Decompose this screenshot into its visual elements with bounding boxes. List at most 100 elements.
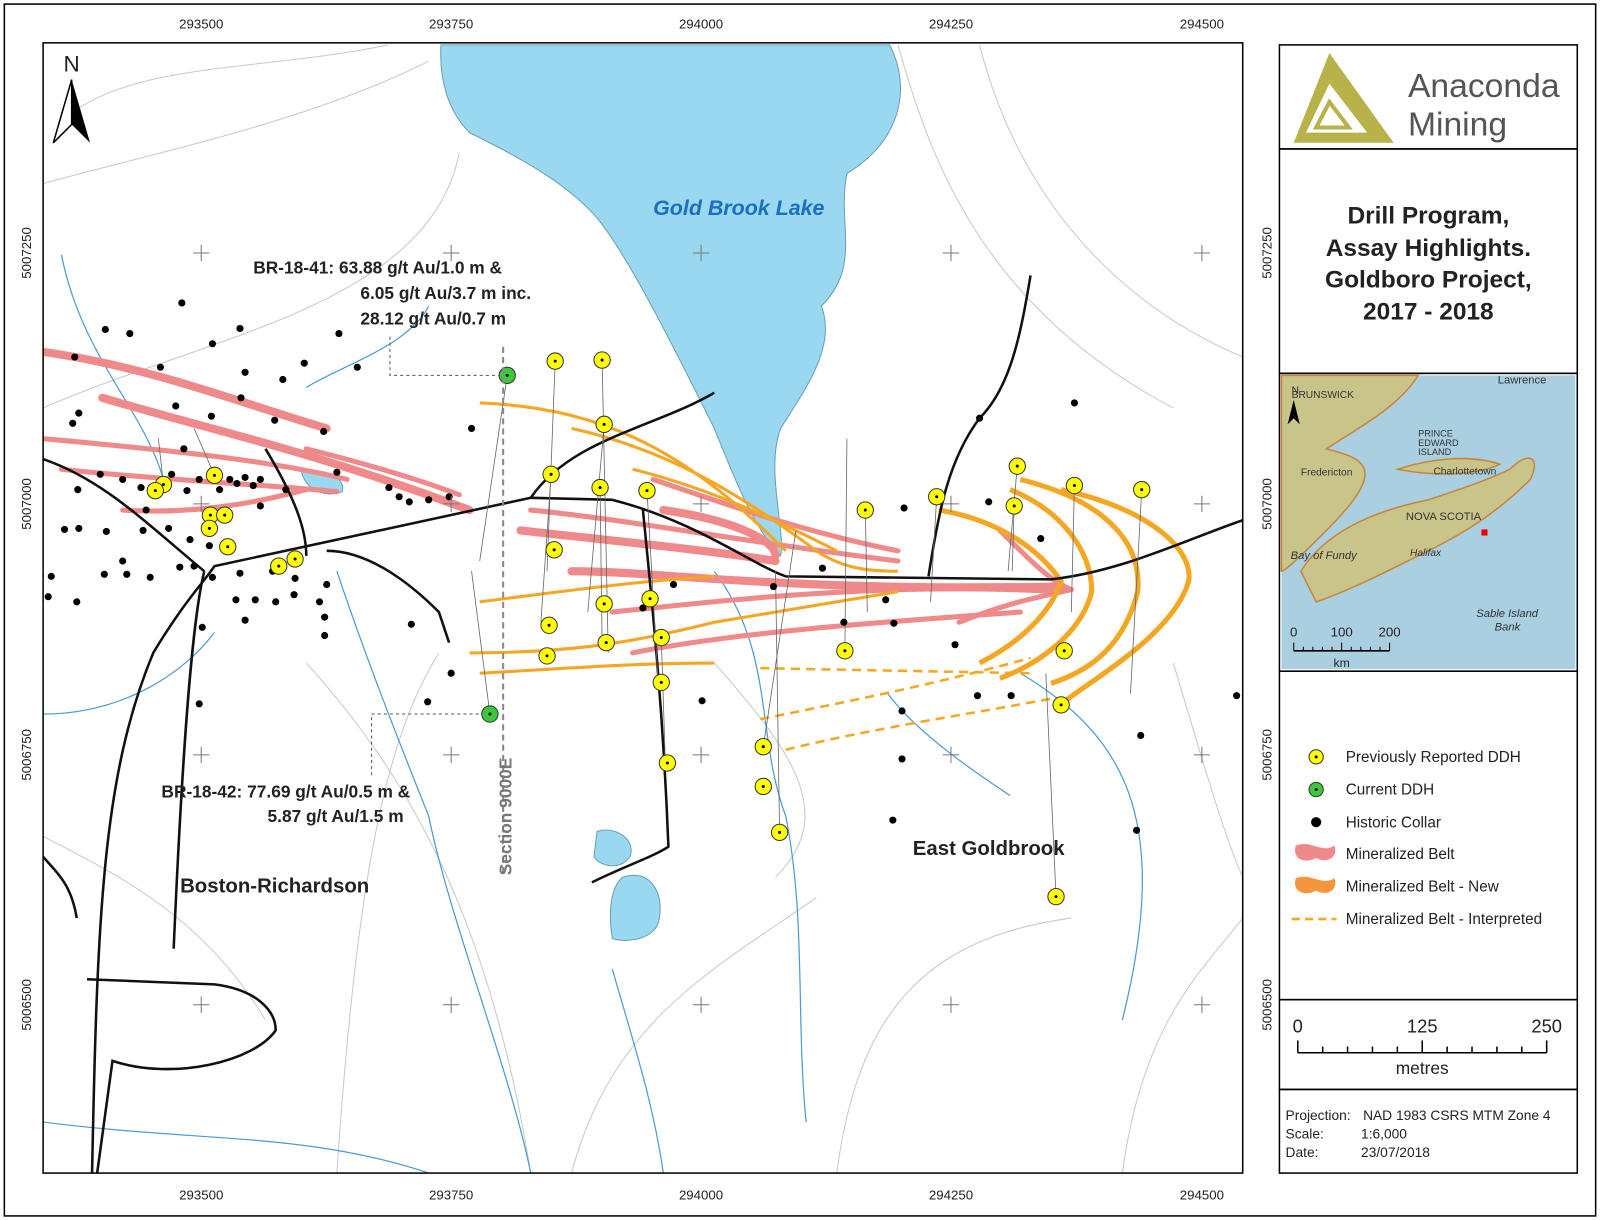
mineralized-belt [516,526,780,566]
mineralized-belt [528,507,901,564]
mineralized-belt-new [479,401,787,552]
ddh-center [778,830,782,834]
title-line: Assay Highlights. [1326,235,1531,262]
annotation: BR-18-41: 63.88 g/t Au/1.0 m & [253,257,502,277]
inset-scale-label: 200 [1379,625,1401,640]
ddh-center [602,422,606,426]
historic-collar [236,569,244,577]
historic-collar [236,324,244,333]
ddh-center [1062,649,1066,653]
lake [440,44,902,557]
drill-trace [930,496,938,602]
panel-box [1278,1088,1579,1174]
historic-collar [315,598,324,606]
title-line: Goldboro Project, [1325,267,1532,294]
inset-label: ISLAND [1418,447,1452,457]
ddh-center [1059,703,1063,707]
stream [43,632,215,715]
historic-collar [973,692,982,700]
ddh-center [598,486,602,490]
historic-collar [137,484,145,492]
drill-trace [844,438,848,651]
logo-text: Mining [1408,107,1507,144]
ddh-center [604,641,608,645]
ddh-center [553,359,557,363]
inset-label: PRINCE [1418,429,1453,439]
legend-label: Previously Reported DDH [1346,749,1521,766]
drill-trace [1011,505,1015,572]
mineralized-belt-new [632,467,838,553]
historic-collar [237,394,245,402]
inset-label: NOVA SCOTIA [1406,511,1482,523]
historic-collar [69,419,77,427]
ddh-center [761,745,765,749]
projection-value: 1:6,000 [1361,1126,1407,1141]
mineralized-belt-new [479,661,715,675]
historic-collar [207,412,215,420]
contour [836,917,1072,1174]
ddh-center [1015,464,1019,468]
historic-collar [176,563,184,571]
pond [609,874,661,941]
historic-collar [467,424,476,432]
historic-collar [60,525,69,533]
historic-collar [232,596,240,604]
historic-collar [180,445,188,453]
historic-collar [321,613,329,621]
projection-key: Scale: [1286,1126,1324,1141]
place-label: Boston-Richardson [180,876,369,898]
inset-label: Charlottetown [1433,466,1496,477]
ddh-center [153,489,157,493]
legend-label: Historic Collar [1346,814,1441,831]
inset-land [1280,374,1420,573]
drill-trace [479,375,508,562]
historic-collar [353,363,361,371]
ddh-center [226,545,230,549]
historic-collar [385,484,393,492]
title-line: Drill Program, [1347,202,1509,229]
road [326,549,451,644]
mineralized-belt-new [1019,476,1141,686]
historic-collar [1137,731,1145,740]
ddh-center [207,526,211,530]
historic-collar [178,299,186,307]
projection-value: 23/07/2018 [1361,1145,1430,1160]
inset-scale-unit: km [1333,656,1349,670]
stream [43,1121,429,1174]
ddh-center [505,373,509,377]
drill-trace [471,571,491,715]
road [43,856,79,919]
historic-collar [195,700,203,708]
road [90,496,1243,1174]
annotation: 28.12 g/t Au/0.7 m [360,308,506,328]
historic-collar [119,475,127,484]
inset-label: BRUNSWICK [1292,390,1354,401]
mineralized-belt [659,505,780,561]
drill-trace [1130,489,1143,694]
inset-land [1299,457,1536,603]
historic-collar [840,618,848,626]
x-coord-label: 293500 [179,1188,223,1203]
drill-trace [646,490,659,684]
inset-label: Bank [1495,621,1522,633]
historic-collar [190,562,198,570]
historic-collar [669,580,678,589]
ddh-center [223,513,227,517]
historic-collar [279,375,287,384]
historic-collar [882,596,890,604]
y-coord-label: 5007000 [1259,478,1274,530]
historic-collar [74,486,82,494]
legend-icon [1314,755,1318,759]
section-label: Section 9000E [495,758,515,876]
road [172,570,206,949]
historic-collar [73,598,81,606]
historic-collar [71,353,79,361]
contour [979,44,1243,358]
annotation: BR-18-42: 77.69 g/t Au/0.5 m & [161,782,410,802]
historic-collar [271,416,279,424]
historic-collar [320,427,328,436]
historic-collar [123,570,131,578]
historic-collar [156,363,164,371]
x-coord-label: 294250 [929,17,973,32]
